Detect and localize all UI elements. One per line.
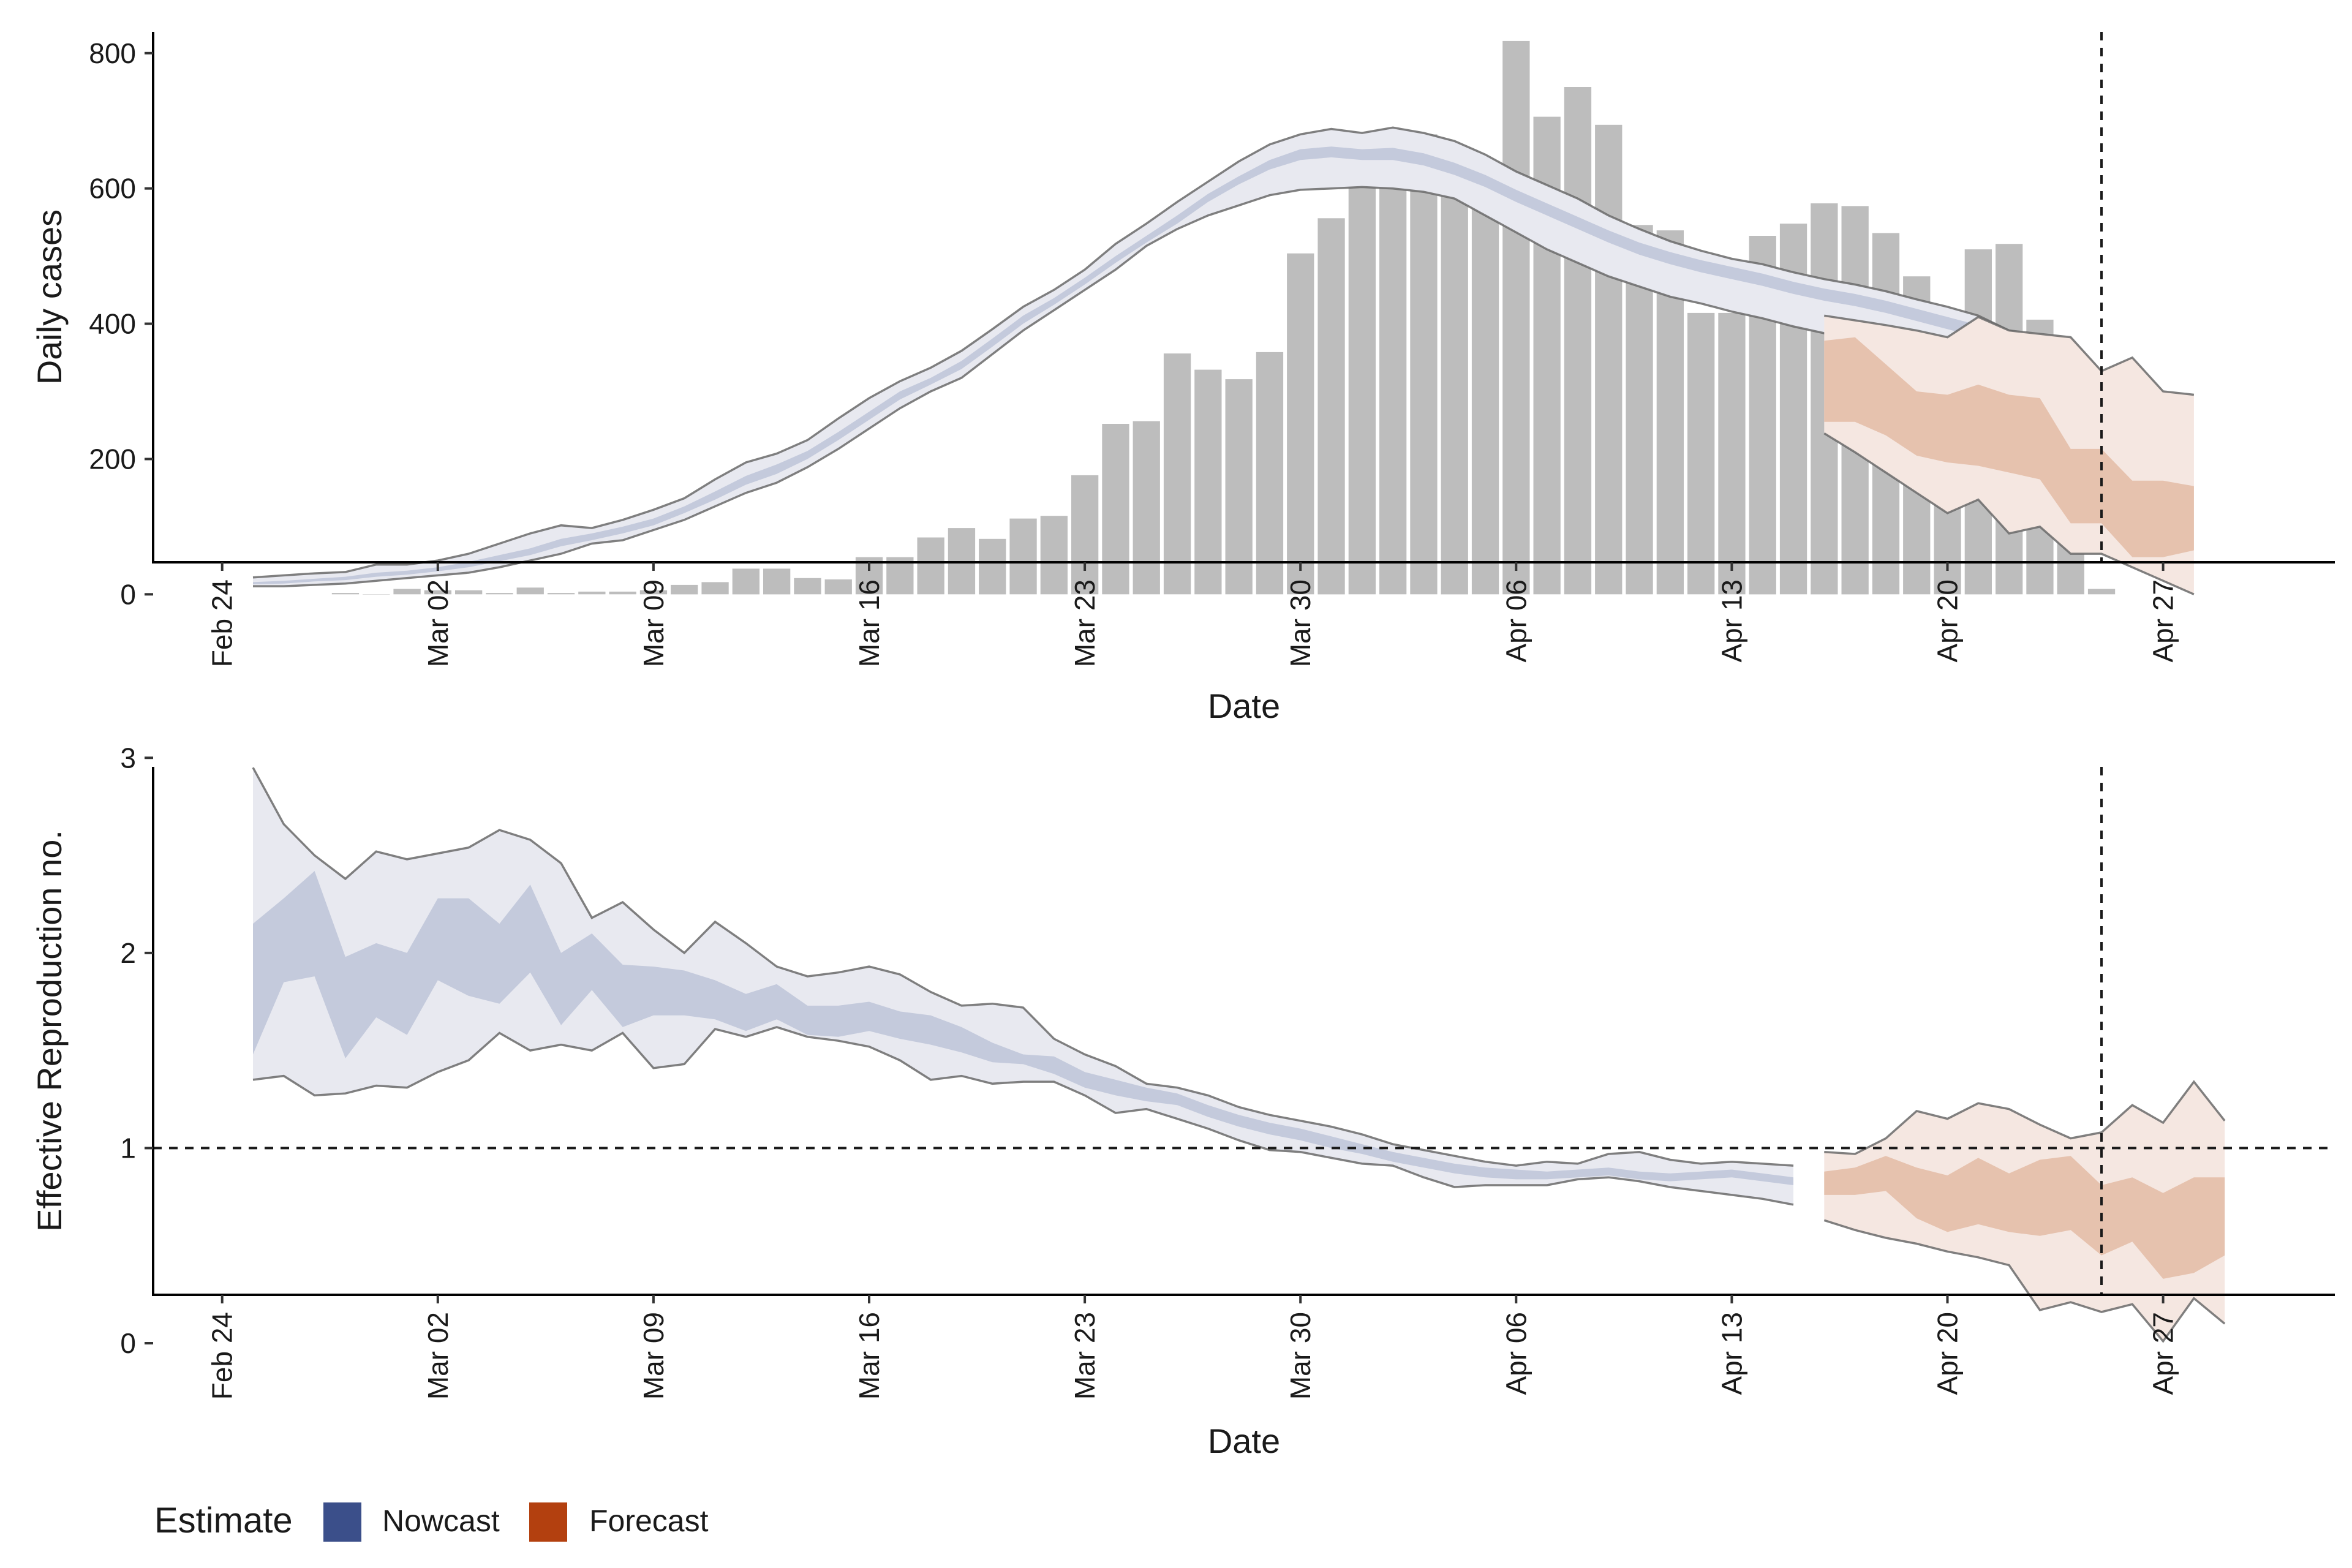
case-bar <box>1256 352 1284 595</box>
forecast-lower-bound-line <box>1823 432 2195 595</box>
y-tick-label: 800 <box>89 37 136 69</box>
daily-cases-panel: 0 200 400 600 800 Feb 24 Mar 02 Mar 09 Mar 16 Mar… <box>30 32 2335 725</box>
legend: Estimate Nowcast Forecast <box>154 1501 709 1542</box>
y-tick-label: 0 <box>120 578 136 610</box>
case-bar <box>1348 178 1376 595</box>
y-tick-label: 0 <box>120 1327 136 1359</box>
case-bar <box>1040 516 1068 595</box>
x-tick-label: Mar 23 <box>1069 579 1101 667</box>
forecast-upper-bound-line <box>1824 1080 2226 1155</box>
x-tick-label: Mar 02 <box>422 1312 454 1400</box>
legend-swatch-nowcast <box>323 1502 361 1542</box>
legend-swatch-forecast <box>529 1502 567 1542</box>
case-bar <box>1163 353 1191 595</box>
case-bar <box>1687 312 1715 595</box>
x-tick-label: Apr 13 <box>1716 579 1747 663</box>
forecast-inner-band <box>1824 1156 2225 1279</box>
case-bar <box>979 538 1006 595</box>
legend-label-nowcast: Nowcast <box>382 1504 500 1538</box>
x-tick-label: Apr 06 <box>1500 1312 1532 1395</box>
y-axis-title: Daily cases <box>30 209 69 385</box>
legend-title: Estimate <box>154 1501 293 1540</box>
x-tick-label: Apr 27 <box>2147 579 2179 663</box>
case-bar <box>763 568 791 595</box>
forecast-lower-bound-line <box>1823 1219 2226 1343</box>
reproduction-number-panel: 0 1 2 3 Feb 24 Mar 02 Mar 09 Mar 16 Mar 23 Mar 30… <box>30 742 2335 1460</box>
x-tick-label: Apr 27 <box>2147 1312 2179 1395</box>
case-bar <box>1009 518 1037 595</box>
case-bar <box>1317 218 1345 595</box>
case-bar <box>424 590 451 595</box>
y-tick-label: 2 <box>120 937 136 969</box>
case-bar <box>486 593 513 595</box>
x-tick-label: Feb 24 <box>206 579 238 667</box>
case-bar <box>2087 589 2116 595</box>
y-tick-label: 1 <box>120 1132 136 1164</box>
case-bar <box>1441 188 1468 595</box>
case-bar <box>1718 312 1746 595</box>
y-axis-title: Effective Reproduction no. <box>30 830 69 1232</box>
case-bar <box>1379 135 1407 595</box>
x-tick-label: Apr 20 <box>1932 1312 1964 1395</box>
y-tick-label: 200 <box>89 443 136 475</box>
x-tick-label: Mar 09 <box>638 1312 669 1400</box>
x-tick-label: Feb 24 <box>206 1312 238 1400</box>
case-bar <box>363 594 390 595</box>
x-axis-title: Date <box>1208 687 1280 725</box>
case-bar <box>516 587 544 595</box>
nowcast-lower-bound-line <box>252 1026 1794 1206</box>
nowcast-lower-bound-line <box>253 186 2040 587</box>
y-tick-label: 400 <box>89 308 136 340</box>
case-bar <box>701 582 729 595</box>
case-bar <box>917 537 944 595</box>
x-tick-label: Mar 16 <box>853 579 885 667</box>
case-bar <box>1564 87 1592 595</box>
case-bar <box>824 579 852 595</box>
case-bar <box>1471 180 1499 595</box>
case-bar <box>547 593 575 595</box>
x-tick-label: Apr 06 <box>1500 579 1532 663</box>
x-axis-title: Date <box>1208 1422 1280 1460</box>
case-bar <box>393 589 421 595</box>
x-tick-label: Mar 30 <box>1284 579 1316 667</box>
nowcast-upper-bound-line <box>252 126 2040 579</box>
case-bar <box>1225 379 1253 595</box>
y-tick-label: 600 <box>89 173 136 205</box>
case-bar <box>331 593 360 595</box>
x-tick-label: Mar 30 <box>1284 1312 1316 1400</box>
case-bar <box>1102 424 1129 595</box>
nowcast-outer-band <box>253 127 2040 587</box>
legend-label-forecast: Forecast <box>589 1504 709 1538</box>
case-bar <box>1410 134 1438 595</box>
nowcast-upper-bound-line <box>252 767 1794 1167</box>
case-bar <box>639 590 668 595</box>
case-bar <box>1595 124 1623 595</box>
x-tick-label: Mar 16 <box>853 1312 885 1400</box>
case-bar <box>609 591 636 595</box>
forecast-upper-bound-line <box>1824 314 2195 396</box>
x-tick-label: Apr 13 <box>1716 1312 1747 1395</box>
case-bar <box>732 568 760 595</box>
case-bar <box>671 584 698 595</box>
case-bar <box>1071 475 1099 595</box>
x-tick-label: Mar 09 <box>638 579 669 667</box>
case-bar <box>578 591 606 595</box>
x-tick-label: Mar 02 <box>422 579 454 667</box>
case-bar <box>794 578 821 595</box>
x-tick-label: Mar 23 <box>1069 1312 1101 1400</box>
case-bar <box>1194 369 1222 595</box>
case-bar <box>1502 40 1530 595</box>
x-tick-label: Apr 20 <box>1932 579 1964 663</box>
case-bar <box>455 590 483 595</box>
y-tick-label: 3 <box>120 742 136 774</box>
case-bar <box>1287 253 1314 595</box>
case-bar <box>1133 421 1160 595</box>
